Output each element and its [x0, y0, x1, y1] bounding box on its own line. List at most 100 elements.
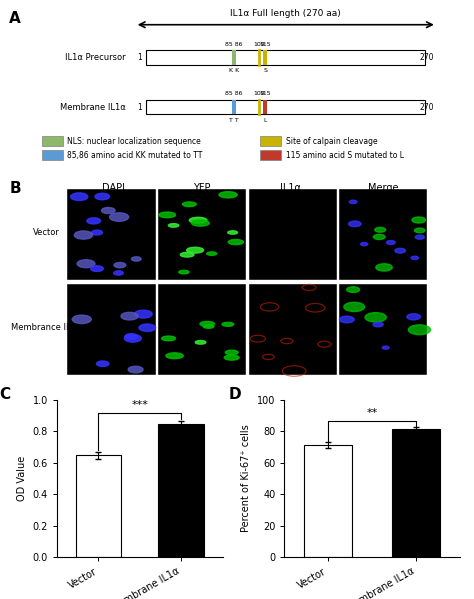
Text: 85 86: 85 86	[226, 41, 243, 47]
Circle shape	[139, 324, 155, 331]
Ellipse shape	[182, 202, 196, 207]
Text: IL1α Full length (270 aa): IL1α Full length (270 aa)	[230, 10, 341, 19]
Circle shape	[395, 249, 406, 253]
Text: IL1α Precursor: IL1α Precursor	[65, 53, 126, 62]
Bar	[263, 101, 267, 114]
Text: B: B	[9, 181, 21, 196]
Text: 270: 270	[420, 103, 434, 112]
Text: IL1α: IL1α	[280, 183, 301, 193]
Bar	[232, 101, 236, 114]
Ellipse shape	[187, 247, 204, 253]
Ellipse shape	[207, 252, 217, 255]
Circle shape	[373, 322, 383, 327]
Ellipse shape	[225, 350, 238, 355]
Bar	[248, 189, 337, 280]
Circle shape	[97, 361, 109, 367]
Bar	[339, 189, 428, 280]
Ellipse shape	[168, 223, 179, 227]
FancyBboxPatch shape	[146, 50, 425, 65]
Ellipse shape	[162, 336, 175, 341]
Bar	[248, 284, 337, 375]
Circle shape	[375, 228, 386, 232]
Circle shape	[74, 231, 93, 239]
Circle shape	[125, 334, 137, 339]
Bar	[158, 424, 204, 557]
Bar	[263, 50, 267, 65]
Text: DAPI: DAPI	[102, 183, 126, 193]
Text: 115 amino acid S mutated to L: 115 amino acid S mutated to L	[286, 151, 404, 160]
Circle shape	[72, 315, 91, 323]
Text: Membrance IL1α: Membrance IL1α	[11, 323, 82, 332]
Ellipse shape	[228, 240, 244, 244]
Circle shape	[128, 366, 143, 373]
Circle shape	[114, 271, 123, 275]
Bar	[232, 50, 236, 65]
Circle shape	[376, 264, 392, 271]
Text: D: D	[228, 387, 241, 402]
Circle shape	[374, 234, 385, 240]
Text: 270: 270	[420, 53, 434, 62]
Text: 85,86 amino acid KK mutated to TT: 85,86 amino acid KK mutated to TT	[67, 151, 203, 160]
Circle shape	[339, 316, 354, 323]
Bar	[392, 429, 440, 557]
Bar	[339, 284, 428, 375]
Bar	[260, 137, 281, 146]
Circle shape	[95, 193, 109, 200]
Circle shape	[114, 262, 126, 268]
Circle shape	[71, 193, 88, 201]
Circle shape	[349, 200, 357, 204]
Ellipse shape	[222, 322, 234, 326]
Text: 109: 109	[253, 41, 265, 47]
Y-axis label: Percent of Ki-67⁺ cells: Percent of Ki-67⁺ cells	[241, 425, 251, 532]
Bar	[67, 189, 155, 280]
Circle shape	[407, 314, 420, 320]
Circle shape	[77, 260, 95, 268]
Bar	[304, 445, 352, 557]
Text: Membrane IL1α: Membrane IL1α	[60, 103, 126, 112]
Circle shape	[365, 313, 386, 322]
Circle shape	[386, 241, 395, 244]
Bar	[158, 284, 246, 375]
Text: ***: ***	[131, 400, 148, 410]
Circle shape	[346, 287, 360, 292]
Y-axis label: OD Value: OD Value	[17, 456, 27, 501]
Ellipse shape	[219, 192, 237, 198]
Circle shape	[109, 213, 128, 221]
Circle shape	[414, 228, 425, 233]
Ellipse shape	[189, 217, 207, 223]
Circle shape	[91, 230, 102, 235]
Bar	[42, 137, 63, 146]
Text: 115: 115	[259, 41, 271, 47]
Text: 115: 115	[259, 92, 271, 96]
Ellipse shape	[203, 325, 214, 328]
Text: L: L	[264, 117, 267, 123]
Text: C: C	[0, 387, 10, 402]
Circle shape	[411, 256, 419, 259]
Ellipse shape	[195, 340, 206, 344]
Text: YFP: YFP	[193, 183, 211, 193]
Text: T T: T T	[229, 117, 239, 123]
Ellipse shape	[180, 252, 194, 257]
Circle shape	[382, 346, 389, 349]
Circle shape	[348, 221, 361, 226]
Text: 1: 1	[137, 53, 142, 62]
Bar	[42, 150, 63, 161]
Bar	[260, 150, 281, 161]
Ellipse shape	[159, 212, 175, 217]
Circle shape	[87, 218, 100, 224]
Text: 109: 109	[253, 92, 265, 96]
Circle shape	[124, 335, 141, 342]
Circle shape	[415, 235, 424, 239]
Text: **: **	[366, 409, 378, 419]
Ellipse shape	[224, 355, 239, 360]
Bar	[75, 455, 121, 557]
Circle shape	[101, 207, 115, 214]
Circle shape	[408, 325, 430, 335]
Circle shape	[361, 243, 368, 246]
Text: Merge: Merge	[368, 183, 399, 193]
Circle shape	[134, 310, 152, 318]
Ellipse shape	[228, 231, 237, 234]
Ellipse shape	[200, 322, 214, 326]
Text: Site of calpain cleavage: Site of calpain cleavage	[286, 137, 377, 146]
Ellipse shape	[166, 353, 183, 359]
